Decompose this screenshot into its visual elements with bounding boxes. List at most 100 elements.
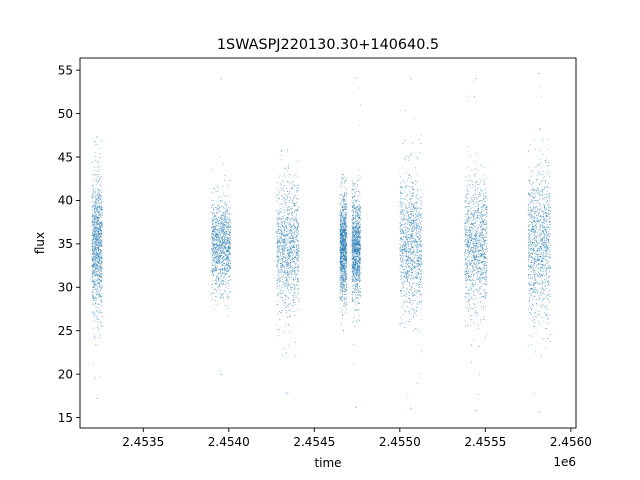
- data-point: [227, 230, 229, 232]
- data-point: [292, 237, 294, 239]
- data-point: [358, 275, 360, 277]
- data-point: [341, 241, 343, 243]
- data-point: [223, 216, 225, 218]
- data-point: [212, 247, 214, 249]
- data-point: [278, 240, 280, 242]
- data-point: [99, 223, 101, 225]
- data-point: [277, 219, 279, 221]
- data-point: [343, 304, 345, 306]
- data-point: [101, 316, 103, 318]
- data-point: [276, 264, 278, 266]
- data-point: [351, 259, 353, 261]
- data-point: [225, 236, 227, 238]
- data-point: [277, 182, 279, 184]
- data-point: [282, 252, 284, 253]
- data-point: [344, 191, 346, 193]
- data-point: [285, 225, 287, 227]
- data-point: [228, 207, 230, 208]
- data-point: [211, 262, 213, 264]
- data-point: [212, 240, 214, 242]
- data-point: [289, 191, 291, 193]
- data-point: [211, 221, 213, 223]
- data-point: [282, 260, 284, 262]
- data-point: [97, 192, 99, 194]
- data-point: [220, 224, 222, 226]
- data-point: [212, 257, 214, 259]
- data-point: [297, 278, 299, 280]
- data-point: [91, 291, 93, 293]
- data-point: [96, 270, 98, 272]
- data-point: [227, 255, 229, 257]
- data-point: [218, 243, 220, 245]
- data-point: [93, 282, 95, 284]
- data-point: [289, 316, 291, 318]
- data-point: [93, 236, 95, 238]
- data-point: [221, 217, 222, 219]
- data-point: [95, 191, 97, 192]
- data-point: [214, 261, 216, 263]
- data-point: [339, 290, 341, 291]
- data-point: [342, 173, 344, 175]
- data-point: [342, 225, 343, 227]
- data-point: [215, 228, 217, 230]
- data-point: [221, 258, 223, 260]
- data-point: [342, 315, 344, 316]
- data-point: [294, 250, 296, 252]
- data-point: [218, 277, 220, 279]
- data-point: [277, 278, 279, 280]
- data-point: [215, 256, 217, 258]
- data-point: [341, 292, 343, 294]
- data-point: [285, 201, 287, 203]
- data-point: [352, 294, 354, 296]
- data-point: [344, 312, 346, 314]
- data-point: [96, 239, 97, 241]
- data-point: [215, 247, 217, 248]
- data-point: [220, 373, 222, 375]
- data-point: [91, 258, 93, 260]
- data-point: [96, 178, 98, 180]
- data-point: [95, 265, 97, 267]
- data-point: [95, 206, 97, 208]
- data-point: [279, 218, 281, 219]
- data-point: [94, 320, 96, 322]
- data-point: [222, 238, 224, 240]
- data-point: [96, 184, 98, 186]
- data-point: [343, 272, 344, 274]
- data-point: [359, 272, 361, 274]
- data-point: [278, 177, 280, 179]
- data-point: [291, 287, 293, 288]
- data-point: [339, 237, 341, 239]
- data-point: [99, 232, 101, 234]
- data-point: [352, 269, 354, 271]
- data-point: [280, 208, 282, 210]
- data-point: [294, 271, 296, 273]
- data-point: [282, 239, 284, 240]
- data-point: [295, 266, 297, 268]
- data-point: [343, 207, 345, 209]
- data-point: [229, 221, 231, 223]
- data-point: [97, 327, 99, 329]
- data-point: [216, 234, 218, 236]
- data-point: [298, 198, 300, 200]
- data-point: [291, 199, 293, 201]
- data-point: [222, 229, 223, 231]
- data-point: [343, 236, 345, 238]
- data-point: [91, 303, 93, 305]
- data-point: [100, 295, 101, 297]
- data-point: [341, 291, 343, 293]
- data-point: [224, 267, 226, 269]
- data-point: [285, 241, 287, 243]
- data-point: [217, 262, 219, 264]
- data-point: [286, 285, 288, 287]
- data-point: [289, 200, 291, 202]
- data-point: [98, 290, 100, 292]
- data-point: [292, 305, 294, 307]
- data-point: [99, 268, 101, 270]
- data-point: [94, 312, 96, 314]
- data-point: [218, 222, 220, 224]
- data-point: [284, 236, 286, 238]
- data-point: [97, 202, 99, 204]
- data-point: [282, 300, 284, 301]
- data-point: [228, 217, 230, 219]
- data-point: [355, 262, 357, 264]
